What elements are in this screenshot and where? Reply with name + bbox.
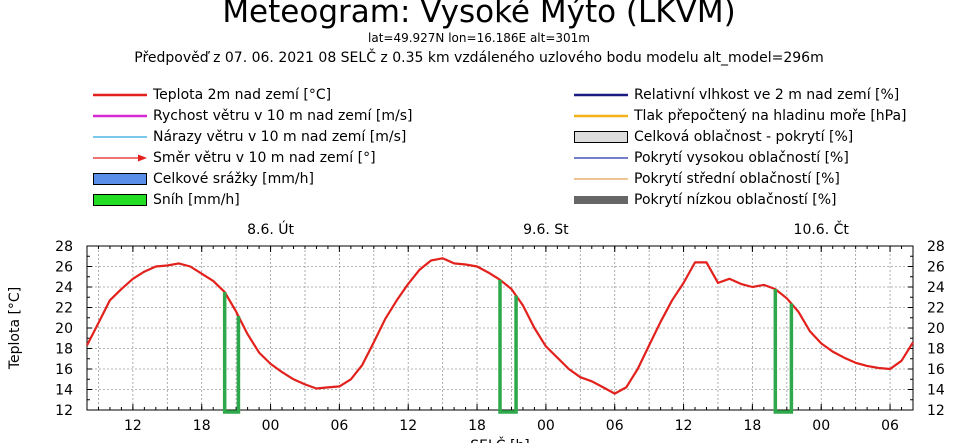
x-tick-label: 06	[330, 418, 348, 434]
forecast-info: Předpověď z 07. 06. 2021 08 SELČ z 0.35 …	[134, 50, 824, 66]
y-tick-label-left: 12	[55, 403, 73, 419]
x-axis-label: SELČ [h]	[470, 436, 530, 443]
legend-item-right-2: Tlak přepočtený na hladinu moře [hPa]	[574, 105, 907, 126]
legend-item-right-5: Pokrytí střední oblačností [%]	[574, 168, 907, 189]
y-tick-label-left: 26	[55, 260, 73, 276]
x-tick-label: 00	[537, 418, 555, 434]
legend-swatch	[93, 109, 147, 123]
legend-label: Směr větru v 10 m nad zemí [°]	[153, 149, 376, 166]
page-title: Meteogram: Vysoké Mýto (LKVM)	[222, 0, 736, 30]
day-label: 10.6. Čt	[794, 220, 850, 238]
legend-item-left-5: Celkové srážky [mm/h]	[93, 168, 412, 189]
legend-swatch	[574, 172, 628, 186]
legend-swatch	[574, 151, 628, 165]
legend-item-left-2: Rychost větru v 10 m nad zemí [m/s]	[93, 105, 412, 126]
location-coordinates: lat=49.927N lon=16.186E alt=301m	[368, 31, 590, 45]
legend-label: Celková oblačnost - pokrytí [%]	[634, 128, 854, 145]
y-tick-label-right: 20	[927, 321, 945, 337]
y-tick-label-right: 14	[927, 383, 945, 399]
y-tick-label-right: 16	[927, 362, 945, 378]
x-tick-label: 00	[812, 418, 830, 434]
legend-label: Relativní vlhkost ve 2 m nad zemí [%]	[634, 86, 900, 103]
snow-marker	[773, 289, 794, 414]
y-tick-label-left: 14	[55, 383, 73, 399]
day-label: 9.6. St	[523, 222, 569, 238]
y-tick-label-right: 12	[927, 403, 945, 419]
y-tick-label-right: 18	[927, 342, 945, 358]
x-tick-label: 00	[262, 418, 280, 434]
legend-label: Pokrytí nízkou oblačností [%]	[634, 191, 837, 208]
legend-label: Pokrytí vysokou oblačností [%]	[634, 149, 849, 166]
legend-item-right-4: Pokrytí vysokou oblačností [%]	[574, 147, 907, 168]
y-tick-label-right: 26	[927, 260, 945, 276]
legend-swatch	[93, 173, 147, 185]
legend-item-left-3: Nárazy větru v 10 m nad zemí [m/s]	[93, 126, 412, 147]
y-tick-label-left: 24	[55, 280, 73, 296]
legend-item-right-3: Celková oblačnost - pokrytí [%]	[574, 126, 907, 147]
y-tick-label-left: 28	[55, 239, 73, 255]
x-tick-label: 18	[468, 418, 486, 434]
legend-item-left-1: Teplota 2m nad zemí [°C]	[93, 84, 412, 105]
legend-label: Sníh [mm/h]	[153, 191, 240, 208]
x-tick-label: 12	[124, 418, 142, 434]
x-tick-label: 06	[606, 418, 624, 434]
y-tick-label-right: 22	[927, 301, 945, 317]
day-label: 8.6. Út	[247, 220, 294, 238]
y-tick-label-left: 18	[55, 342, 73, 358]
legend-swatch	[574, 88, 628, 102]
legend-label: Pokrytí střední oblačností [%]	[634, 170, 840, 187]
legend-label: Rychost větru v 10 m nad zemí [m/s]	[153, 107, 413, 124]
legend-swatch	[93, 151, 147, 165]
x-tick-label: 18	[193, 418, 211, 434]
legend-item-left-4: Směr větru v 10 m nad zemí [°]	[93, 147, 412, 168]
legend-label: Nárazy větru v 10 m nad zemí [m/s]	[153, 128, 407, 145]
legend-right: Relativní vlhkost ve 2 m nad zemí [%] Tla…	[574, 84, 907, 210]
legend-left: Teplota 2m nad zemí [°C] Rychost větru v …	[93, 84, 412, 210]
legend-swatch	[574, 109, 628, 123]
legend-label: Celkové srážky [mm/h]	[153, 170, 314, 187]
y-tick-label-left: 16	[55, 362, 73, 378]
legend-item-left-6: Sníh [mm/h]	[93, 189, 412, 210]
legend-swatch	[574, 131, 628, 143]
legend-swatch	[93, 194, 147, 206]
x-tick-label: 12	[675, 418, 693, 434]
x-tick-label: 18	[743, 418, 761, 434]
snow-marker	[498, 279, 518, 414]
legend-swatch	[93, 88, 147, 102]
legend-label: Teplota 2m nad zemí [°C]	[153, 86, 332, 103]
x-tick-label: 12	[399, 418, 417, 434]
y-tick-label-left: 22	[55, 301, 73, 317]
snow-marker	[222, 292, 241, 414]
y-tick-label-left: 20	[55, 321, 73, 337]
y-axis-label: Teplota [°C]	[7, 287, 23, 370]
legend-item-right-1: Relativní vlhkost ve 2 m nad zemí [%]	[574, 84, 907, 105]
y-tick-label-right: 28	[927, 239, 945, 255]
x-tick-label: 06	[881, 418, 899, 434]
legend-item-right-6: Pokrytí nízkou oblačností [%]	[574, 189, 907, 210]
legend-label: Tlak přepočtený na hladinu moře [hPa]	[634, 107, 907, 124]
legend-swatch	[574, 193, 628, 207]
y-tick-label-right: 24	[927, 280, 945, 296]
legend-swatch	[93, 130, 147, 144]
